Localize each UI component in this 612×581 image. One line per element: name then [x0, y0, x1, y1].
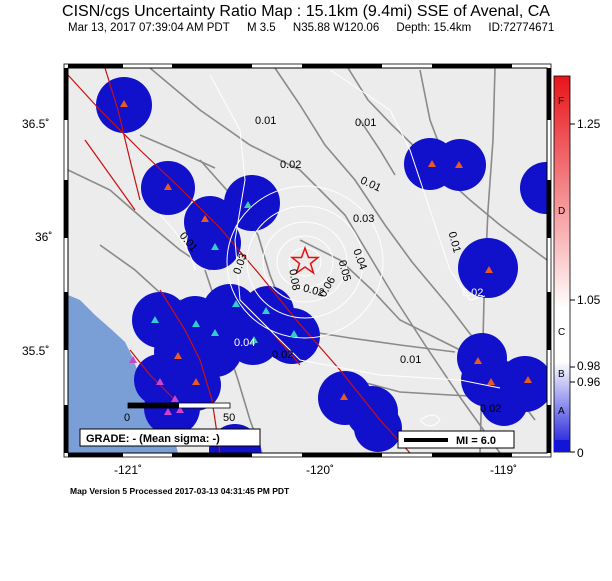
- contour-label: 0.04: [234, 337, 255, 349]
- epicenter-star: [289, 245, 321, 275]
- event-info-line: Mar 13, 2017 07:39:04 AM PDT M 3.5 N35.8…: [68, 22, 608, 34]
- colorbar-value: 0: [577, 446, 584, 460]
- event-magnitude: M 3.5: [246, 22, 276, 34]
- contour-label: 0.02: [272, 349, 293, 361]
- contour-label: 0.02: [302, 282, 326, 299]
- lon-tick-label: -119˚: [490, 463, 517, 477]
- longitude-labels: -121˚ -120˚ -119˚: [114, 463, 517, 477]
- uncertainty-contours: [159, 69, 501, 427]
- lat-tick-label: 35.5˚: [22, 344, 49, 358]
- contour-label: 0.01: [446, 230, 463, 254]
- scale-end-label: 50: [223, 412, 235, 424]
- grade-box: [79, 428, 261, 447]
- lat-tick-label: 36˚: [35, 230, 52, 244]
- lon-tick-label: -121˚: [114, 463, 142, 477]
- colorbar-letter: F: [558, 96, 564, 107]
- map-title: CISN/cgs Uncertainty Ratio Map : 15.1km …: [62, 3, 550, 20]
- map-frame: [63, 63, 552, 458]
- contour-label: 0.01: [355, 117, 376, 129]
- colorbar-letter: A: [558, 406, 565, 417]
- event-location: N35.88 W120.06: [292, 22, 380, 34]
- colorbar-value: 1.05: [577, 293, 601, 307]
- map-version-footer: Map Version 5 Processed 2017-03-13 04:31…: [70, 486, 290, 496]
- grade-label: GRADE: - (Mean sigma: -): [86, 433, 220, 445]
- lon-tick-label: -120˚: [306, 463, 334, 477]
- contour-label: 0.01: [255, 115, 276, 127]
- colorbar-letter: D: [558, 206, 565, 217]
- lat-tick-label: 36.5˚: [22, 117, 49, 131]
- contour-label: 0.05: [336, 259, 353, 283]
- contour-label: 0.08: [286, 268, 302, 291]
- colorbar: F D C B A 1.25 1.05 0.98 0.96 0: [553, 75, 601, 460]
- colorbar-letter: B: [558, 369, 565, 380]
- colorbar-value: 0.98: [577, 359, 601, 373]
- colorbar-value: 1.25: [577, 117, 601, 131]
- station-markers: [120, 100, 532, 415]
- contour-label: 0.02: [462, 287, 483, 299]
- contour-label: 0.03: [353, 213, 374, 225]
- contour-label: 0.02: [280, 159, 301, 171]
- mi-legend-box: [397, 430, 515, 449]
- contour-label: 0.02: [480, 403, 501, 415]
- latitude-labels: 36.5˚ 36˚ 35.5˚: [22, 117, 52, 358]
- scale-start-label: 0: [124, 412, 130, 424]
- event-depth: Depth: 15.4km: [396, 22, 472, 34]
- colorbar-value: 0.96: [577, 375, 601, 389]
- event-id: ID:72774671: [488, 22, 555, 34]
- colorbar-letter: C: [558, 327, 565, 338]
- contour-label: 0.01: [400, 354, 421, 366]
- event-datetime: Mar 13, 2017 07:39:04 AM PDT: [68, 22, 230, 34]
- distance-scale-bar: 0 50: [124, 402, 235, 424]
- mi-legend-label: MI = 6.0: [456, 435, 496, 447]
